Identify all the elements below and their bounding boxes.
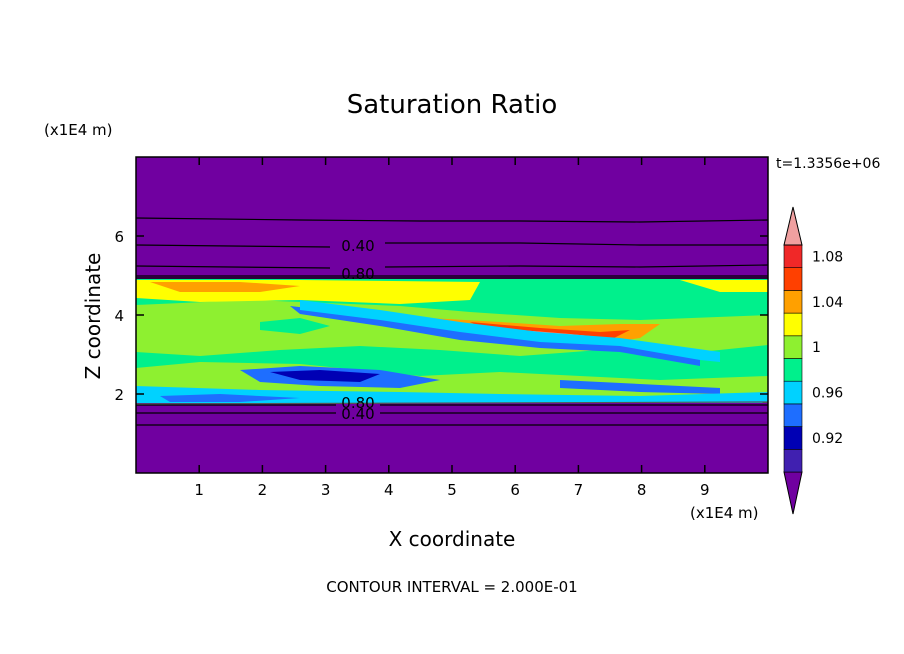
- contour-label: 0.80: [341, 394, 374, 412]
- colorbar-label: 1.08: [812, 249, 843, 265]
- colorbar-segment: [783, 380, 803, 405]
- colorbar-label: 0.92: [812, 431, 843, 447]
- colorbar-segment: [783, 448, 803, 473]
- x-tick-label: 6: [510, 481, 520, 499]
- band-cyan-bottom: [136, 386, 768, 403]
- colorbar-segment: [783, 426, 803, 450]
- x-tick-label: 7: [574, 481, 584, 499]
- band-navy-lower: [270, 370, 380, 382]
- y-unit-label: (x1E4 m): [44, 121, 113, 139]
- band-blue-right: [560, 380, 720, 394]
- x-tick-label: 1: [194, 481, 204, 499]
- contour-label: 0.40: [341, 405, 374, 423]
- contour-label-group: 0.40 0.80 0.80 0.40: [341, 237, 374, 423]
- colorbar-segment: [783, 312, 803, 337]
- y-axis: 2 4 6: [114, 228, 768, 404]
- colorbar-extend-low: [783, 471, 803, 515]
- patch-orange-top: [150, 282, 300, 292]
- x-tick-label: 4: [384, 481, 394, 499]
- x-tick-label: 5: [447, 481, 457, 499]
- colorbar-segment: [783, 244, 803, 269]
- x-axis-label: X coordinate: [389, 527, 516, 551]
- colorbar-label: 1: [812, 340, 821, 356]
- plot-area: [136, 157, 768, 473]
- x-tick-label: 3: [321, 481, 331, 499]
- colorbar-extend-high: [783, 206, 803, 246]
- contour-label: 0.40: [341, 237, 374, 255]
- contour-interval-note: CONTOUR INTERVAL = 2.000E-01: [326, 578, 577, 596]
- colorbar-segment: [783, 290, 803, 314]
- colorbar-segment: [783, 403, 803, 427]
- band-blue-bottom: [160, 394, 300, 402]
- colorbar-segment: [783, 358, 803, 382]
- colorbar-segment: [783, 267, 803, 291]
- chart-title: Saturation Ratio: [347, 90, 558, 120]
- x-axis: 1 2 3 4 5 6 7 8 9: [194, 157, 710, 499]
- colorbar-label: 0.96: [812, 386, 843, 402]
- y-tick-label: 4: [114, 307, 124, 325]
- contour-lines: [136, 217, 768, 426]
- contour-label: 0.80: [341, 265, 374, 283]
- x-tick-label: 8: [637, 481, 647, 499]
- time-label: t=1.3356e+06: [776, 156, 880, 172]
- y-tick-label: 6: [114, 228, 124, 246]
- patch-green-4: [480, 282, 700, 314]
- patch-yellow-right: [680, 280, 768, 292]
- x-tick-label: 2: [258, 481, 268, 499]
- patch-green-3: [260, 318, 330, 334]
- x-tick-label: 9: [700, 481, 710, 499]
- colorbar-label: 1.04: [812, 295, 843, 311]
- colorbar: 0.92 0.96 1 1.04 1.08: [783, 206, 843, 515]
- y-axis-label: Z coordinate: [81, 253, 105, 380]
- region-upper-dry: [136, 157, 768, 279]
- band-cyan-diagonal: [300, 300, 720, 362]
- x-unit-label: (x1E4 m): [690, 504, 759, 522]
- colorbar-segment: [783, 335, 803, 359]
- region-lower-dry: [136, 403, 768, 473]
- y-tick-label: 2: [114, 386, 124, 404]
